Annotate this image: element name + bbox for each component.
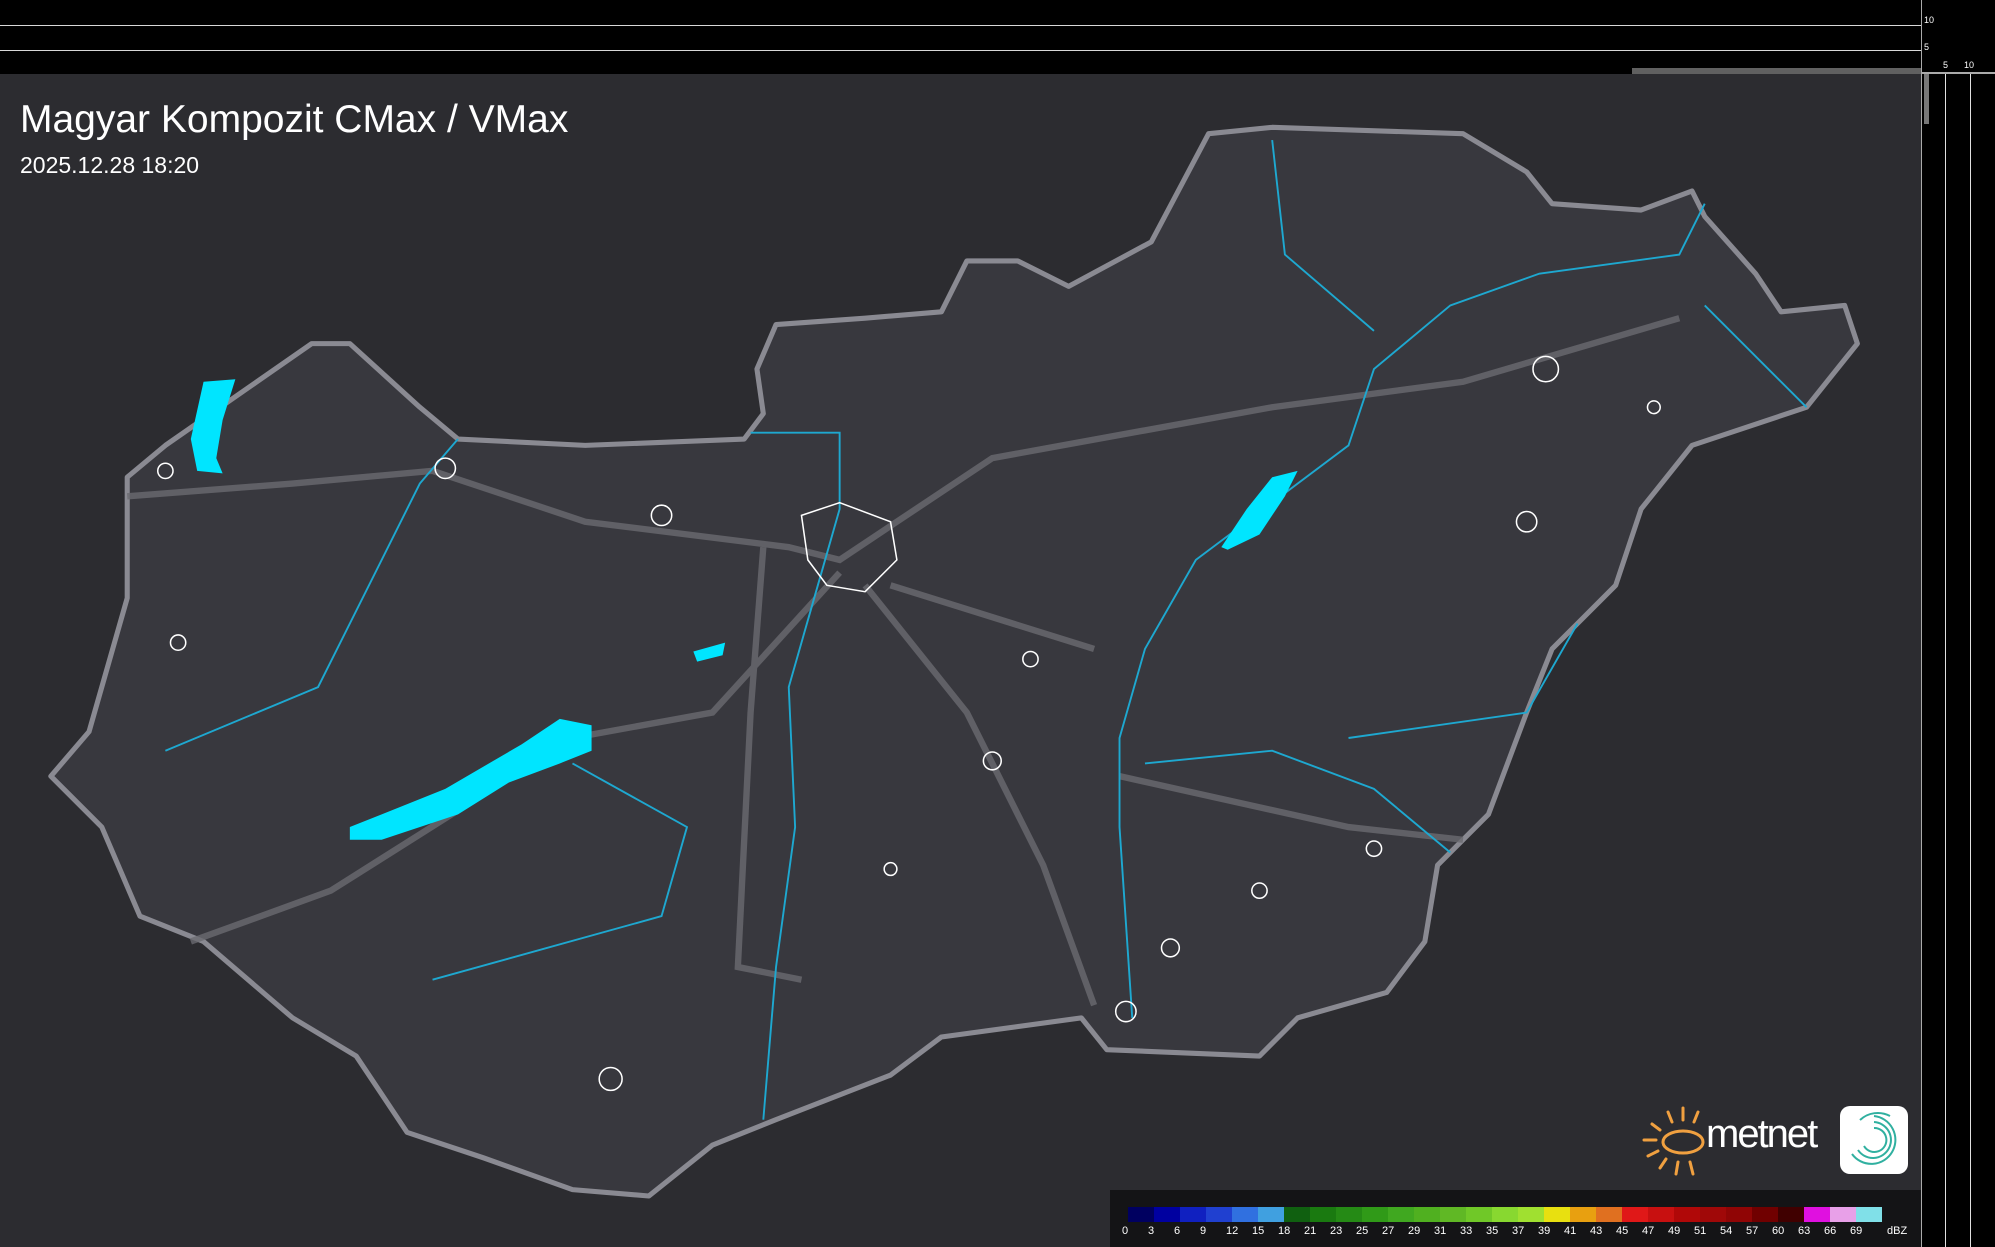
legend-color-bar [1128,1207,1882,1222]
top-profile-bar [1632,68,1921,74]
right-profile-bar [1924,74,1929,124]
settlements [156,355,1661,1092]
legend-label: 18 [1278,1225,1291,1237]
hungary-map [48,124,1860,1199]
lake-ferto [190,379,236,474]
profile-separator-h [1921,72,1995,74]
profile-gridline-5 [0,50,1921,51]
legend-label: 35 [1486,1225,1499,1237]
legend-label: 66 [1824,1225,1837,1237]
legend-label: 29 [1408,1225,1421,1237]
legend-label: 37 [1512,1225,1525,1237]
legend-label: 60 [1772,1225,1785,1237]
legend-label: 54 [1720,1225,1733,1237]
metnet-logo: metnet [1638,1104,1913,1180]
legend-labels: 0 3 6 9 12 15 18 21 23 25 27 29 31 33 35 37 39 41 43 45 47 49… [1122,1225,1876,1237]
legend-swatch [1336,1207,1362,1222]
lake-tisza [1221,470,1298,550]
right-tick-10: 10 [1964,60,1975,70]
legend-swatch [1830,1207,1856,1222]
legend-swatch [1206,1207,1232,1222]
legend-label: 21 [1304,1225,1317,1237]
legend-swatch [1180,1207,1206,1222]
radar-map[interactable]: Magyar Kompozit CMax / VMax 2025.12.28 1… [0,74,1921,1247]
legend-label: 49 [1668,1225,1681,1237]
legend-swatch [1648,1207,1674,1222]
right-profile-panel: 10 5 5 10 [1921,0,1995,1247]
legend-label: 69 [1850,1225,1863,1237]
legend-label: 63 [1798,1225,1811,1237]
profile-gridline-10 [0,25,1921,26]
legend-swatch [1310,1207,1336,1222]
top-tick-10: 10 [1924,15,1935,25]
legend-label: 57 [1746,1225,1759,1237]
budapest [800,501,898,593]
legend-label: 47 [1642,1225,1655,1237]
legend-label: 43 [1590,1225,1603,1237]
legend-swatch [1232,1207,1258,1222]
legend-swatch [1154,1207,1180,1222]
legend-label: 31 [1434,1225,1447,1237]
legend-swatch [1778,1207,1804,1222]
legend-label: 27 [1382,1225,1395,1237]
app-icon [1840,1106,1908,1174]
profile-gridline-v5 [1945,74,1946,1247]
lake-balaton [349,718,592,840]
lakes [190,379,1298,840]
spiral-icon [1851,1111,1897,1165]
legend-label: 6 [1174,1225,1181,1237]
legend-swatch [1258,1207,1284,1222]
sun-icon [1642,1106,1705,1176]
legend-swatch [1284,1207,1310,1222]
right-tick-5: 5 [1943,60,1949,70]
legend-swatch [1362,1207,1388,1222]
legend-label: 39 [1538,1225,1551,1237]
legend-swatch [1596,1207,1622,1222]
legend-label: 23 [1330,1225,1343,1237]
legend-swatch [1388,1207,1414,1222]
legend-swatch [1414,1207,1440,1222]
page-title: Magyar Kompozit CMax / VMax [20,98,569,141]
legend-swatch [1804,1207,1830,1222]
legend-unit: dBZ [1887,1225,1908,1237]
legend-label: 15 [1252,1225,1265,1237]
legend-label: 51 [1694,1225,1707,1237]
legend-label: 0 [1122,1225,1129,1237]
legend-swatch [1440,1207,1466,1222]
legend-swatch [1570,1207,1596,1222]
profile-separator [1921,0,1922,1247]
legend-swatch [1674,1207,1700,1222]
dbz-color-legend: 0 3 6 9 12 15 18 21 23 25 27 29 31 33 35 37 39 41 43 45 47 49… [1110,1190,1921,1247]
legend-label: 3 [1148,1225,1155,1237]
legend-label: 45 [1616,1225,1629,1237]
legend-label: 12 [1226,1225,1239,1237]
legend-label: 33 [1460,1225,1473,1237]
legend-label: 9 [1200,1225,1207,1237]
top-tick-5: 5 [1924,42,1930,52]
brand-wordmark: metnet [1706,1112,1818,1156]
profile-gridline-v10 [1970,74,1971,1247]
legend-swatch [1856,1207,1882,1222]
country-outline [48,124,1860,1199]
legend-swatch [1466,1207,1492,1222]
legend-swatch [1518,1207,1544,1222]
legend-swatch [1128,1207,1154,1222]
roads [126,315,1681,1007]
legend-swatch [1726,1207,1752,1222]
legend-swatch [1622,1207,1648,1222]
legend-label: 25 [1356,1225,1369,1237]
legend-swatch [1752,1207,1778,1222]
top-profile-panel [0,0,1921,74]
legend-swatch [1544,1207,1570,1222]
legend-swatch [1492,1207,1518,1222]
legend-swatch [1700,1207,1726,1222]
legend-label: 41 [1564,1225,1577,1237]
timestamp: 2025.12.28 18:20 [20,152,200,178]
lake-velence [693,642,726,662]
